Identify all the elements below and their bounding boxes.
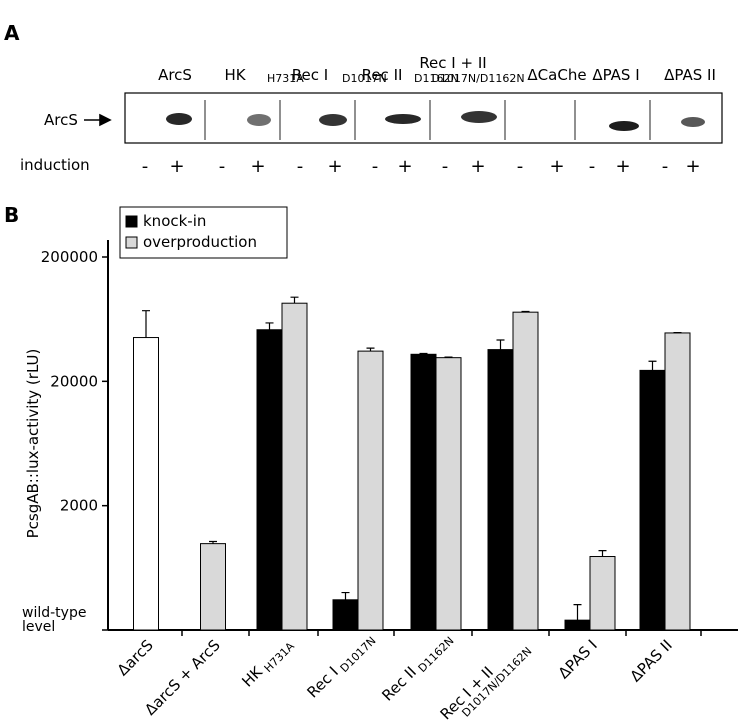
induction-sign: + <box>397 156 412 177</box>
bar <box>639 369 666 631</box>
induction-sign: + <box>470 156 485 177</box>
induction-sign: - <box>297 156 304 177</box>
induction-sign: - <box>517 156 524 177</box>
bar <box>332 599 359 631</box>
lane-label: Rec I + II <box>419 54 486 72</box>
legend-swatch <box>125 236 138 249</box>
induction-sign: - <box>442 156 449 177</box>
blot-box <box>124 92 723 144</box>
error-bar <box>290 296 299 304</box>
lane-label: ΔPAS I <box>592 66 639 84</box>
induction-sign: - <box>219 156 226 177</box>
x-tick-label: ΔarcS <box>114 636 157 679</box>
error-bar <box>341 591 350 600</box>
x-tick-group: ΔPAS I <box>555 636 601 682</box>
legend-box <box>119 206 288 259</box>
error-bar <box>209 540 217 544</box>
y-tick-label: 2000 <box>60 497 98 515</box>
bands <box>166 111 705 131</box>
y-axis-label: PcsgAB::lux-activity (rLU) <box>24 349 42 539</box>
x-tick-subscript: D1162N <box>416 634 457 675</box>
error-bar <box>419 352 428 355</box>
lane-subscript: D1162N <box>414 72 459 85</box>
error-bar <box>366 347 375 352</box>
panel-label: B <box>4 203 19 227</box>
x-tick-group: ΔarcS <box>114 636 157 679</box>
lane-label: Rec II <box>362 66 403 84</box>
x-tick-label: ΔPAS II <box>627 636 676 685</box>
bar <box>664 332 691 631</box>
induction-sign: + <box>169 156 184 177</box>
lane-label: ArcS <box>158 66 192 84</box>
lane-subscript: H731A <box>267 72 304 85</box>
error-bar <box>648 360 657 371</box>
lane-subscript: D1017N/D1162N <box>431 72 524 85</box>
lane-label: Rec I <box>292 66 328 84</box>
error-bar <box>496 339 505 350</box>
induction-sign: - <box>372 156 379 177</box>
error-bar <box>573 604 582 621</box>
y-tick-label: 200000 <box>41 248 98 266</box>
induction-sign: + <box>615 156 630 177</box>
lane-label: ΔPAS II <box>664 66 716 84</box>
x-tick-label: ΔPAS I <box>555 636 601 682</box>
dividers <box>204 100 651 140</box>
induction-label: induction <box>20 156 90 174</box>
bar <box>281 302 308 631</box>
error-bar <box>142 310 150 338</box>
induction-sign: - <box>589 156 596 177</box>
bar <box>133 337 159 631</box>
bar <box>487 349 514 631</box>
error-bar <box>265 322 274 330</box>
bar <box>256 329 283 631</box>
legend-label: overproduction <box>143 233 257 251</box>
induction-sign: - <box>662 156 669 177</box>
induction-sign: + <box>250 156 265 177</box>
bar <box>564 619 591 631</box>
x-tick-subscript: H731A <box>262 639 298 675</box>
arrow <box>84 113 112 127</box>
error-bar <box>521 310 530 313</box>
legend-swatch <box>125 215 138 228</box>
error-bar <box>444 356 453 358</box>
bar <box>200 543 226 631</box>
x-tick-label: Rec I <box>303 663 341 701</box>
lane-label: HK <box>224 66 246 84</box>
induction-sign: + <box>685 156 700 177</box>
x-tick-group: ΔPAS II <box>627 636 676 685</box>
row-label: ArcS <box>44 111 78 129</box>
bar <box>512 311 539 631</box>
induction-sign: + <box>549 156 564 177</box>
bar <box>410 353 437 631</box>
y-tick-label: 20000 <box>50 372 98 390</box>
panel-label: A <box>4 21 20 45</box>
x-tick-subscript: D1017N <box>338 634 379 675</box>
lane-label: ΔCaChe <box>527 66 586 84</box>
bar <box>589 556 616 631</box>
legend-label: knock-in <box>143 212 206 230</box>
y-tick-label: wild-type level <box>22 605 87 635</box>
induction-sign: + <box>327 156 342 177</box>
bar <box>357 350 384 631</box>
lane-subscript: D1017N <box>342 72 387 85</box>
bar <box>435 357 462 631</box>
induction-sign: - <box>142 156 149 177</box>
x-tick-label: Rec II <box>378 663 420 705</box>
error-bar <box>598 550 607 557</box>
